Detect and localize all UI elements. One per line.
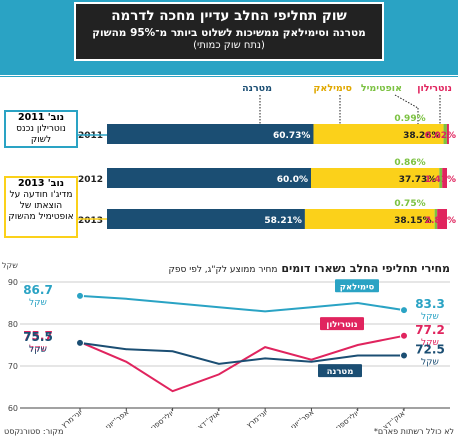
bar-2013-series-3 (437, 209, 447, 229)
bar-2012-series-2 (439, 168, 443, 188)
x-tick-0: יוני־מרץ (59, 407, 84, 428)
bar-label-materna-2011: 60.73% (273, 131, 311, 141)
divider (0, 76, 458, 77)
legend-item-1: סימילאק (313, 83, 352, 94)
series-0-end-unit: שקל (421, 312, 439, 322)
bar-label-nutrilon-2011: 0.02% (425, 131, 456, 141)
bar-label-optimil-2012: 0.86% (394, 158, 425, 168)
y-tick-80: 80 (8, 320, 18, 329)
market-share-bar-chart: מטרנה סימילאק אופטימיל נוטרילון 2011 60.73% 38… (78, 83, 456, 229)
bar-label-nutrilon-2012: 1.41% (425, 175, 456, 185)
footer-source: מקור: סטורנקסט (4, 427, 64, 436)
bar-2012-series-0 (107, 168, 311, 188)
y-tick-70: 70 (8, 362, 18, 371)
bar-2013-series-2 (434, 209, 438, 229)
callout-2013-text: מדיג'ו חודעה על הוצאתו של אופטימיל מהשוק (8, 190, 74, 222)
series-0-start-unit: שקל (29, 298, 47, 308)
series-0-end-value: 83.3 (415, 297, 445, 311)
series-line-0 (79, 294, 405, 313)
callout-2011-text: נוטרילון נכנס לשוק (16, 124, 66, 145)
x-tick-4: יוני־מרץ (245, 407, 270, 428)
bar-2011-series-1 (313, 124, 444, 144)
series-2-point-0 (76, 338, 84, 347)
series-2-start-unit: שקל (29, 345, 47, 355)
bar-label-similac-2013: 38.15% (394, 216, 432, 226)
series-tag-2 (318, 364, 362, 378)
series-tag-label-2: מטרנה (327, 367, 354, 377)
legend-item-3: נוטרילון (417, 83, 452, 94)
header-box: שוק תחליפי החלב עדיין מחכה לדרמה מטרנה ו… (74, 2, 384, 61)
y-tick-60: 60 (8, 404, 18, 413)
series-1-point-7 (400, 331, 408, 340)
bar-year-label-2012: 2012 (78, 175, 103, 185)
bar-2012-series-1 (311, 168, 440, 188)
series-line-2 (79, 341, 404, 365)
bar-label-optimil-2013: 0.75% (394, 199, 425, 209)
bar-2011-series-3 (446, 124, 449, 144)
series-2-end-unit: שקל (421, 358, 439, 368)
series-1-start-unit: שקל (29, 344, 47, 354)
legend-pointer-2 (394, 94, 419, 109)
bar-label-similac-2012: 37.73% (399, 175, 437, 185)
line-chart-title-main: מחירי תחליפי החלב נשארו דומים (281, 262, 450, 275)
series-1-end-unit: שקל (421, 338, 439, 348)
footer-note: *לא כולל רשתות פארם (373, 427, 454, 436)
bar-2013-series-1 (304, 209, 435, 229)
legend-item-0: מטרנה (242, 83, 272, 94)
bar-year-label-2013: 2013 (78, 216, 103, 226)
bar-label-similac-2011: 38.26% (403, 131, 441, 141)
callout-2013-title: נוב' 2013 (17, 178, 65, 189)
series-tag-1 (320, 317, 364, 331)
series-2-point-7 (400, 351, 408, 360)
callout-2011: נוב' 2011 נוטרילון נכנס לשוק (4, 110, 78, 148)
series-1-end-value: 77.2 (415, 323, 445, 337)
callout-2013: נוב' 2013 מדיג'ו חודעה על הוצאתו של אופט… (4, 176, 78, 238)
bar-2011-series-0 (107, 124, 314, 144)
y-axis-label: שקל (2, 261, 18, 270)
series-0-start-value: 86.7 (23, 283, 53, 297)
page-subtitle: מטרנה וסימילאק ממשיכות לשלוט ביותר מ־95%… (92, 27, 366, 39)
bar-label-materna-2012: 60.0% (277, 175, 308, 185)
bar-label-materna-2013: 58.21% (264, 216, 302, 226)
series-0-point-0 (76, 291, 84, 300)
line-chart-subtitle: מחיר ממוצע לק"ג, לפי ספק (168, 265, 278, 275)
series-0-point-7 (400, 306, 408, 315)
bar-2013-series-0 (107, 209, 305, 229)
series-2-end-value: 72.5 (415, 343, 445, 357)
bar-2012-series-3 (442, 168, 447, 188)
page-title: שוק תחליפי החלב עדיין מחכה לדרמה (111, 8, 347, 24)
bar-label-nutrilon-2013: 2.89% (425, 216, 456, 226)
series-tag-0 (335, 279, 379, 293)
bar-2011-series-2 (443, 124, 447, 144)
series-1-start-value: 75.7 (23, 329, 53, 343)
page-note: (נתח שוק כמותי) (193, 40, 265, 51)
line-chart-title: מחירי תחליפי החלב נשארו דומים מחיר ממוצע… (168, 262, 450, 275)
callout-2011-title: נוב' 2011 (17, 112, 65, 123)
y-tick-90: 90 (8, 278, 18, 287)
bar-label-optimil-2011: 0.99% (394, 114, 425, 124)
legend-item-2: אופטימיל (361, 83, 402, 94)
series-tag-label-0: סימילאק (340, 282, 375, 292)
series-2-start-value: 75.5 (23, 330, 53, 344)
bar-year-label-2011: 2011 (78, 131, 103, 141)
x-year-2013: 2013 (245, 427, 264, 428)
series-tag-label-1: נוטרילון (326, 320, 357, 330)
series-line-1 (79, 334, 405, 393)
x-year-2012: 2012 (60, 427, 79, 428)
